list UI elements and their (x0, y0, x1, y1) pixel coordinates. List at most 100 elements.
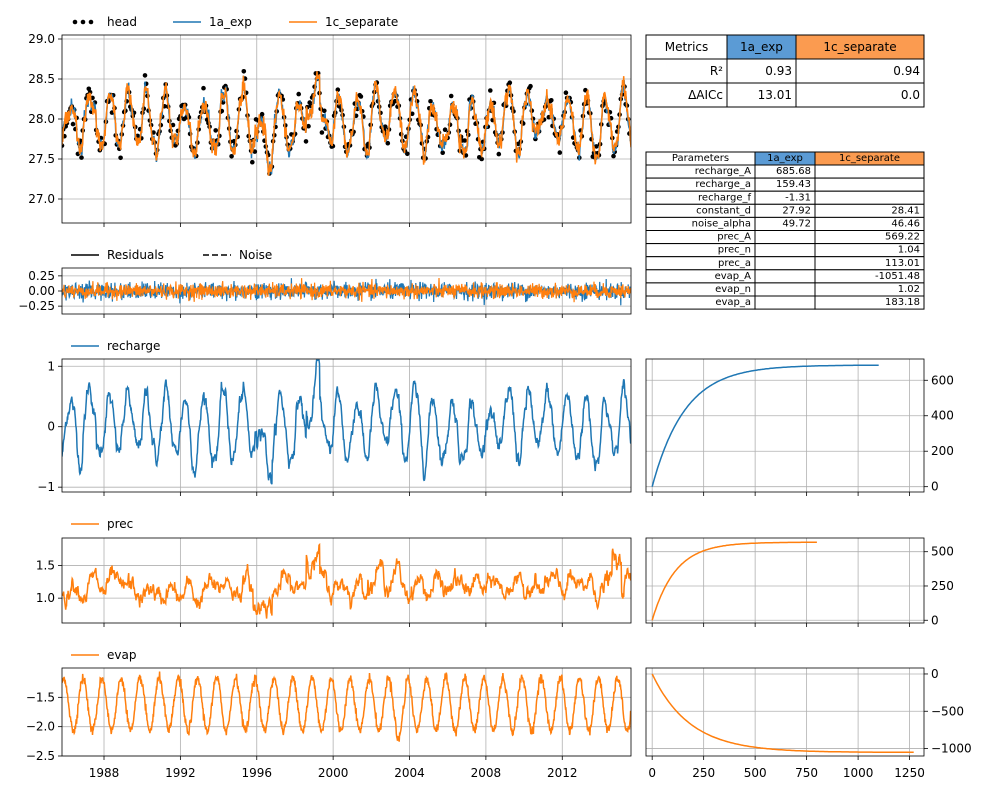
x-tick-label: 2008 (471, 766, 502, 780)
head-panel: 27.0 27.5 28.0 28.5 29.0 head 1a_exp 1c_separat… (28, 15, 632, 227)
head-point (241, 69, 247, 74)
head-point (322, 108, 327, 114)
y-tick-label: 0 (931, 613, 939, 627)
1c-separate-line (62, 71, 631, 176)
table-cell (814, 177, 925, 192)
y-tick-label: −1000 (931, 742, 972, 756)
y-tick-label: 27.5 (28, 152, 55, 166)
y-tick-label: −1 (37, 480, 55, 494)
head-point (549, 98, 554, 103)
head-legend-marker (80, 19, 86, 25)
axes-frame (61, 667, 632, 757)
axes-frame (645, 358, 925, 493)
head-point (448, 93, 454, 99)
table-cell-value: 49.72 (782, 218, 811, 229)
y-tick-label: −1.5 (26, 690, 55, 704)
noise-legend-label: Noise (239, 248, 272, 262)
table-header-cell (726, 34, 797, 60)
head-point (170, 122, 176, 128)
y-tick-label: 1 (47, 359, 55, 373)
table-header-label: 1a_exp (740, 40, 783, 54)
prec-panel: 1.5 1.0 prec (36, 517, 632, 627)
axes-frame (645, 667, 925, 757)
head-point (79, 155, 84, 160)
head-point (201, 85, 206, 91)
table-header-cell (795, 34, 925, 60)
table-cell (754, 230, 816, 245)
table-cell-value: 0.94 (893, 64, 920, 78)
head-point (557, 150, 563, 155)
head-point (303, 139, 309, 144)
head-point (252, 149, 258, 154)
x-tick-label: 0 (648, 766, 656, 780)
table-cell (754, 295, 816, 310)
y-tick-label: 0 (931, 480, 939, 494)
head-point (440, 150, 446, 155)
table-cell-value: evap_a (715, 297, 751, 308)
x-tick-label: 2000 (318, 766, 349, 780)
head-point (442, 127, 448, 132)
evap-panel: −1.5 −2.0 −2.5 1988 1992 1996 2000 2004 2008 2012… (26, 648, 632, 780)
table-cell (754, 282, 816, 297)
table-header-label: Metrics (665, 40, 709, 54)
prec_step_response-line (651, 541, 817, 621)
table-cell (754, 243, 816, 258)
head-point (428, 99, 433, 104)
prec-step-response-panel: 0 250 500 (645, 537, 954, 627)
head-legend-label: head (107, 15, 137, 29)
y-tick-label: 0.00 (28, 284, 55, 298)
y-tick-label: 600 (931, 373, 954, 387)
y-tick-label: 1.5 (36, 558, 55, 572)
evap_step_response-line (651, 673, 914, 754)
head-point (259, 111, 265, 117)
head-point (335, 87, 341, 92)
table-header-label: 1a_exp (767, 153, 803, 164)
head-point (488, 88, 493, 93)
y-tick-label: 0.25 (28, 269, 55, 283)
table-header-label: 1c_separate (839, 153, 900, 164)
y-tick-label: 28.5 (28, 72, 55, 86)
table-cell-value: prec_n (718, 245, 751, 256)
table-cell-value: 113.01 (885, 258, 920, 269)
head-point (358, 94, 364, 99)
table-cell (726, 82, 797, 108)
y-tick-label: 500 (931, 545, 954, 559)
recharge-step-response-panel: 0 200 400 600 (645, 358, 954, 496)
table-cell (814, 190, 925, 205)
table-cell-value: ΔAICc (688, 88, 723, 102)
table-cell-value: 569.22 (885, 232, 920, 243)
head-point (142, 73, 148, 78)
table-cell (754, 269, 816, 284)
table-cell-value: 13.01 (758, 88, 792, 102)
y-tick-label: −500 (931, 704, 964, 718)
x-tick-label: 2004 (394, 766, 425, 780)
recharge-line (62, 359, 631, 485)
x-tick-label: 1992 (165, 766, 196, 780)
recharge-legend-label: recharge (107, 339, 160, 353)
table-cell-value: noise_alpha (692, 218, 751, 229)
table-header-label: 1c_separate (823, 40, 896, 54)
head-point (118, 155, 123, 161)
table-cell (795, 58, 925, 84)
y-tick-label: 250 (931, 579, 954, 593)
table-cell-value: recharge_f (698, 192, 751, 203)
residuals-legend-label: Residuals (107, 248, 164, 262)
head-point (250, 159, 255, 165)
recharge_step_response-line (651, 364, 879, 487)
prec-line (62, 542, 631, 619)
y-tick-label: −0.25 (18, 299, 55, 313)
table-cell-value: 27.92 (782, 205, 811, 216)
table-cell-value: 0.0 (901, 88, 920, 102)
y-tick-label: 28.0 (28, 112, 55, 126)
y-tick-label: 29.0 (28, 32, 55, 46)
head-point (528, 83, 533, 89)
head-legend-marker (72, 19, 78, 25)
head-point (229, 154, 234, 159)
table-cell-value: prec_a (718, 258, 751, 269)
table-cell-value: -1051.48 (875, 271, 920, 282)
residuals-panel: 0.250.00−0.25 Residuals Noise (18, 248, 632, 318)
table-cell-value: 28.41 (891, 205, 920, 216)
head-point (383, 124, 388, 129)
head-point (611, 153, 616, 159)
y-tick-label: −2.5 (26, 749, 55, 763)
